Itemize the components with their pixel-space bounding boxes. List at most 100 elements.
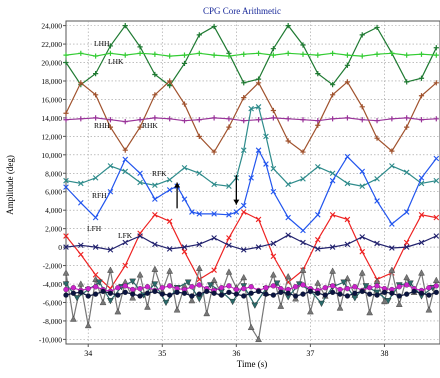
data-point — [226, 53, 232, 59]
data-point — [359, 53, 365, 59]
data-point — [300, 149, 306, 155]
y-tick-label: 6,000 — [45, 188, 62, 197]
data-point — [352, 284, 358, 290]
series-label: RFH — [92, 191, 107, 200]
gridlines — [66, 21, 440, 344]
data-point — [359, 288, 365, 295]
data-point — [359, 104, 365, 110]
data-point — [425, 306, 433, 313]
data-point — [404, 52, 410, 58]
data-point — [70, 315, 77, 322]
data-point — [166, 246, 173, 252]
data-point — [366, 285, 373, 291]
data-point — [211, 211, 217, 217]
series-label: LHH — [94, 39, 110, 48]
data-point — [92, 214, 99, 221]
data-point — [330, 50, 336, 56]
data-point — [137, 124, 143, 130]
y-tick-label: 8,000 — [45, 169, 62, 178]
data-point — [433, 283, 439, 289]
data-point — [344, 293, 351, 299]
data-point — [181, 196, 188, 202]
data-point — [374, 118, 380, 124]
data-point — [359, 183, 366, 189]
data-point — [270, 292, 277, 298]
data-point — [374, 283, 380, 289]
series-line — [65, 234, 437, 251]
data-point — [78, 116, 84, 122]
y-tick-label: 14,000 — [41, 114, 62, 123]
data-point — [181, 248, 188, 255]
data-point — [433, 45, 439, 51]
data-point — [248, 175, 254, 181]
data-point — [137, 170, 143, 177]
series-line — [65, 211, 437, 290]
annotation-arrows — [174, 175, 240, 209]
data-point — [144, 303, 151, 310]
data-point — [196, 291, 202, 297]
data-point — [167, 292, 173, 298]
data-point — [277, 302, 285, 309]
data-point — [73, 295, 81, 302]
y-tick-label: -4,000 — [43, 280, 63, 289]
data-point — [433, 233, 440, 239]
series-label: RHH — [94, 121, 110, 130]
data-point — [93, 115, 99, 121]
data-point — [411, 288, 417, 295]
data-point — [329, 267, 336, 274]
data-point — [300, 282, 306, 288]
data-point — [152, 92, 158, 98]
data-point — [255, 216, 262, 223]
data-point — [152, 288, 158, 295]
data-point — [241, 51, 247, 57]
data-point — [270, 188, 277, 195]
data-point — [211, 23, 217, 30]
data-point — [292, 284, 299, 290]
data-point — [433, 52, 439, 58]
data-point — [433, 289, 439, 295]
data-point — [226, 235, 232, 241]
data-point — [396, 293, 402, 299]
data-point — [344, 62, 351, 68]
data-point — [211, 149, 217, 155]
data-point — [285, 138, 291, 144]
x-tick-label: 35 — [158, 349, 166, 358]
data-point — [181, 118, 188, 124]
data-point — [166, 176, 173, 183]
series-rhk — [63, 115, 439, 125]
y-tick-label: -6,000 — [43, 298, 63, 307]
data-point — [251, 302, 259, 309]
data-point — [433, 177, 440, 184]
data-point — [137, 117, 143, 123]
series-line — [65, 80, 437, 153]
data-point — [115, 292, 121, 298]
data-point — [92, 284, 99, 290]
x-tick-label: 38 — [380, 349, 388, 358]
data-point — [181, 52, 188, 58]
data-point — [181, 101, 188, 107]
data-point — [389, 245, 395, 251]
data-point — [270, 165, 277, 172]
data-point — [337, 286, 343, 293]
data-point — [344, 115, 351, 121]
data-point — [389, 148, 395, 154]
data-point — [315, 212, 321, 218]
data-point — [122, 283, 128, 289]
series-rfh — [63, 147, 440, 234]
data-point — [255, 117, 262, 123]
data-point — [273, 280, 281, 287]
data-point — [284, 273, 292, 280]
data-point — [329, 289, 336, 295]
x-axis-label: Time (s) — [237, 359, 267, 369]
data-point — [99, 298, 107, 306]
data-point — [167, 78, 173, 84]
data-point — [78, 180, 84, 187]
data-point — [292, 293, 299, 299]
data-point — [107, 266, 114, 273]
data-point — [233, 209, 240, 215]
y-tick-label: 2,000 — [45, 225, 62, 234]
data-point — [196, 170, 203, 177]
data-point — [93, 71, 99, 77]
data-point — [137, 50, 143, 56]
y-tick-label: 22,000 — [41, 40, 62, 49]
